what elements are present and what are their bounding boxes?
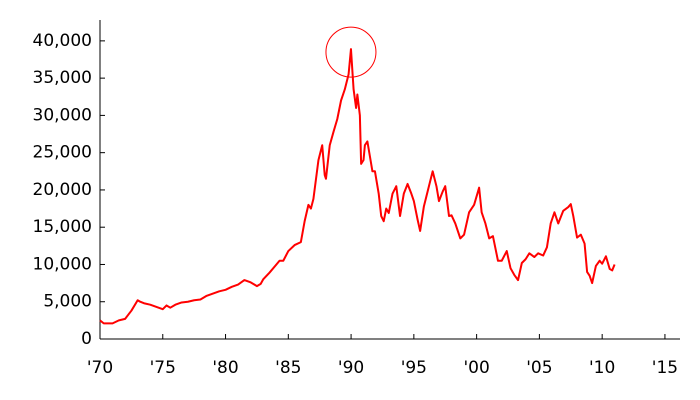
y-tick-label: 25,000 — [33, 143, 92, 163]
x-tick-label: '75 — [150, 358, 176, 378]
highlight-circle — [325, 26, 377, 78]
y-tick-label: 5,000 — [43, 292, 92, 312]
y-tick-label: 0 — [81, 329, 92, 349]
x-tick-label: '10 — [589, 358, 615, 378]
x-tick-label: '85 — [275, 358, 301, 378]
x-tick-label: '90 — [338, 358, 364, 378]
x-tick-label: '80 — [212, 358, 238, 378]
x-tick-label: '15 — [652, 358, 678, 378]
y-tick-label: 35,000 — [33, 68, 92, 88]
y-tick-label: 10,000 — [33, 254, 92, 274]
x-tick-label: '95 — [401, 358, 427, 378]
y-tick-label: 20,000 — [33, 180, 92, 200]
x-tick-label: '00 — [463, 358, 489, 378]
line — [99, 48, 616, 325]
y-tick-label: 40,000 — [33, 31, 92, 51]
x-tick-label: '05 — [526, 358, 552, 378]
x-tick-label: '70 — [87, 358, 113, 378]
y-tick-label: 15,000 — [33, 217, 92, 237]
y-tick-label: 30,000 — [33, 105, 92, 125]
